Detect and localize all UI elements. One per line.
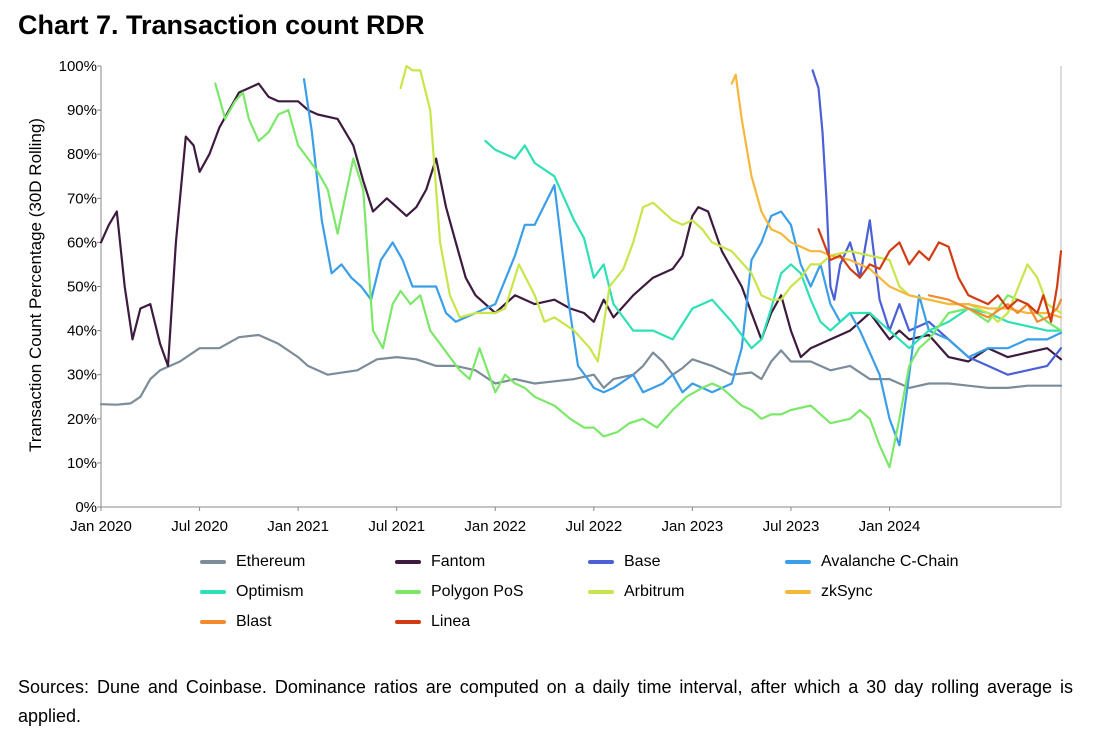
legend-swatch (200, 560, 226, 564)
legend-swatch (588, 590, 614, 594)
series-line-arbitrum (399, 64, 1063, 363)
legend-label: Polygon PoS (431, 583, 524, 600)
chart-plot: 0% 10% 20% 30% 40% 50% 60% 70% 80% 90% 100% Jan 202… (59, 58, 1063, 535)
x-tick-label: Jul 2023 (763, 518, 820, 535)
legend-item-avalanche-c-chain: Avalanche C-Chain (785, 553, 959, 571)
y-tick-label: 0% (75, 499, 97, 516)
legend-item-fantom: Fantom (395, 553, 485, 571)
legend-swatch (588, 560, 614, 564)
legend-item-base: Base (588, 553, 660, 571)
legend-item-ethereum: Ethereum (200, 553, 305, 571)
x-tick-label: Jan 2022 (464, 518, 526, 535)
y-tick-label: 80% (67, 146, 97, 163)
y-tick-label: 100% (59, 58, 97, 75)
series-line-zksync (730, 73, 1063, 319)
series-line-fantom (99, 82, 1063, 367)
legend-label: Fantom (431, 553, 486, 570)
x-tick-label: Jul 2021 (368, 518, 425, 535)
legend-label: Arbitrum (624, 583, 685, 600)
x-tick-label: Jan 2024 (859, 518, 921, 535)
series-line-avalanche-c-chain (302, 78, 1063, 447)
legend-swatch (200, 620, 226, 624)
legend-swatch (395, 560, 421, 564)
source-caption: Sources: Dune and Coinbase. Dominance ra… (18, 677, 1073, 726)
y-tick-label: 40% (67, 323, 97, 340)
series-line-blast (927, 294, 1063, 323)
legend-swatch (785, 560, 811, 564)
legend-swatch (785, 590, 811, 594)
x-tick-label: Jan 2021 (267, 518, 329, 535)
x-tick-label: Jan 2023 (662, 518, 724, 535)
x-tick-label: Jan 2020 (70, 518, 132, 535)
legend-label: Blast (236, 613, 272, 630)
legend-label: zkSync (821, 583, 873, 600)
legend-item-blast: Blast (200, 613, 272, 631)
legend-swatch (200, 590, 226, 594)
y-tick-label: 70% (67, 190, 97, 207)
legend-swatch (395, 590, 421, 594)
legend-label: Optimism (236, 583, 304, 600)
chart-title: Chart 7. Transaction count RDR (18, 10, 425, 40)
y-tick-label: 20% (67, 411, 97, 428)
y-tick-label: 50% (67, 279, 97, 296)
y-tick-label: 10% (67, 455, 97, 472)
legend-item-linea: Linea (395, 613, 470, 631)
legend-label: Ethereum (236, 553, 306, 570)
series-line-base (811, 69, 1063, 376)
legend-item-zksync: zkSync (785, 583, 873, 601)
legend-item-polygon-pos: Polygon PoS (395, 583, 524, 601)
x-tick-label: Jul 2022 (565, 518, 622, 535)
series-line-linea (817, 228, 1063, 323)
legend-label: Base (624, 553, 661, 570)
legend-label: Avalanche C-Chain (821, 553, 959, 570)
legend-label: Linea (431, 613, 471, 630)
y-tick-label: 90% (67, 102, 97, 119)
legend-item-arbitrum: Arbitrum (588, 583, 684, 601)
legend-item-optimism: Optimism (200, 583, 304, 601)
y-tick-label: 30% (67, 367, 97, 384)
series-line-polygon-pos (214, 82, 1063, 469)
x-tick-label: Jul 2020 (171, 518, 228, 535)
legend-swatch (395, 620, 421, 624)
y-tick-label: 60% (67, 234, 97, 251)
